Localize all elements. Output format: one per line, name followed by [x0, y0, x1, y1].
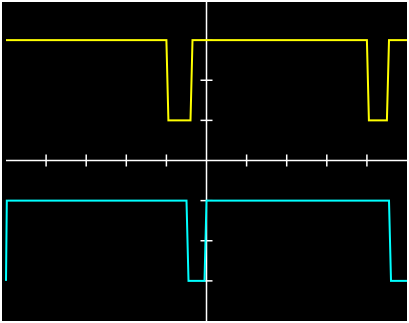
channel-2-trace: [5, 199, 407, 282]
graticule: [6, 0, 407, 321]
waveform-traces: [5, 39, 407, 282]
channel-1-trace: [6, 39, 407, 122]
